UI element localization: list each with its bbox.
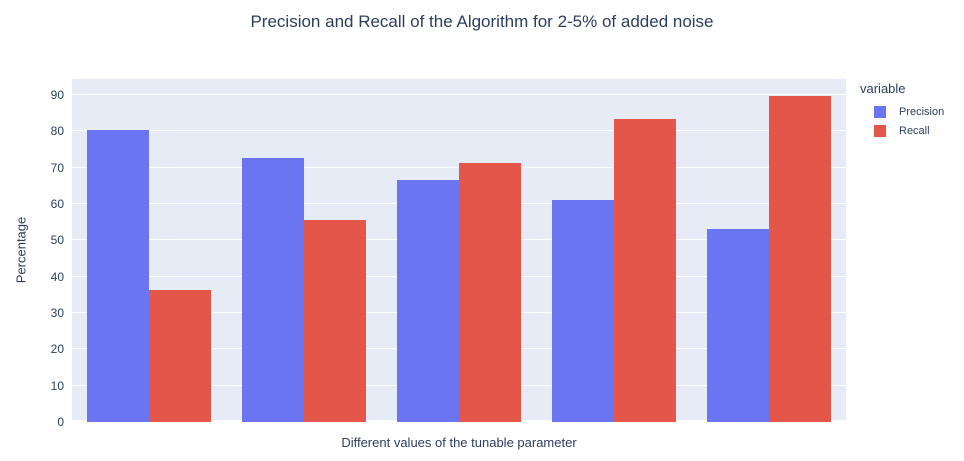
legend: variable Precision Recall xyxy=(860,80,962,140)
y-tick-label-90: 90 xyxy=(50,88,64,102)
bar-precision-group-3[interactable] xyxy=(397,179,459,422)
legend-items: Precision Recall xyxy=(860,102,962,140)
legend-title: variable xyxy=(860,81,906,96)
bar-recall-group-1[interactable] xyxy=(149,290,212,422)
bar-precision-group-2[interactable] xyxy=(242,157,305,422)
y-tick-label-10: 10 xyxy=(50,378,64,393)
bar-precision-group-4[interactable] xyxy=(551,200,614,422)
legend-swatch-recall xyxy=(874,124,886,137)
x-axis-title: Different values of the tunable paramete… xyxy=(341,435,577,450)
y-tick-label-60: 60 xyxy=(50,197,64,211)
bar-recall-group-4[interactable] xyxy=(613,119,676,422)
y-tick-label-70: 70 xyxy=(50,160,64,175)
y-tick-label-20: 20 xyxy=(50,342,64,357)
legend-item-precision[interactable]: Precision xyxy=(860,102,962,121)
chart-title: Precision and Recall of the Algorithm fo… xyxy=(250,12,714,31)
gridline-y-80 xyxy=(72,130,846,132)
y-tick-label-0: 0 xyxy=(57,415,64,429)
gridline-y-90 xyxy=(72,94,846,95)
legend-label: Precision xyxy=(899,105,945,118)
bar-recall-group-5[interactable] xyxy=(768,95,831,422)
legend-swatch-precision xyxy=(874,105,886,118)
bar-recall-group-2[interactable] xyxy=(304,220,367,422)
y-tick-label-50: 50 xyxy=(50,233,64,248)
bar-precision-group-5[interactable] xyxy=(706,228,769,422)
legend-item-recall[interactable]: Recall xyxy=(860,121,962,140)
legend-label: Recall xyxy=(899,124,930,137)
bar-recall-group-3[interactable] xyxy=(459,162,521,422)
bar-precision-group-1[interactable] xyxy=(87,130,150,422)
y-tick-label-40: 40 xyxy=(50,269,64,284)
y-tick-label-80: 80 xyxy=(50,124,64,139)
plot-area[interactable] xyxy=(72,79,846,422)
y-tick-label-30: 30 xyxy=(50,306,64,320)
